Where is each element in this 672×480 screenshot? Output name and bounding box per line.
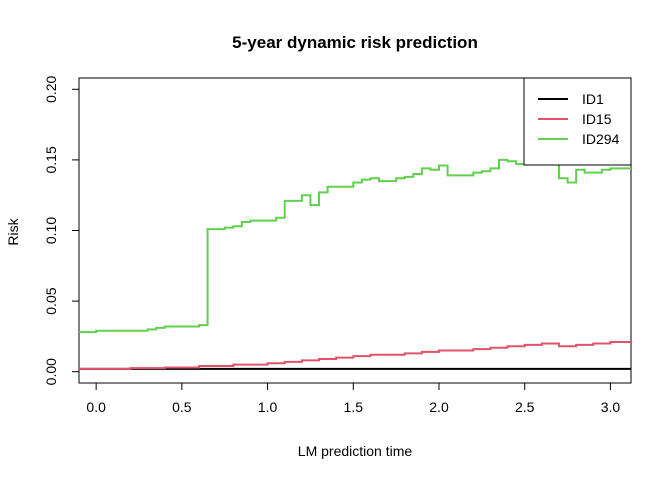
legend: ID1 ID15 ID294 [523,77,632,166]
x-tick-label: 1.0 [258,399,278,415]
legend-box [523,77,632,166]
x-tick-label: 0.0 [86,399,106,415]
y-tick-label: 0.10 [43,217,59,244]
x-tick-label: 2.0 [429,399,449,415]
legend-label: ID1 [582,91,604,107]
y-axis-label: Risk [5,217,21,245]
y-axis: 0.00 0.05 0.10 0.15 0.20 [43,75,79,385]
x-axis-label: LM prediction time [298,443,413,459]
x-tick-label: 1.5 [344,399,364,415]
y-tick-label: 0.20 [43,75,59,102]
series-line-id294 [79,158,631,334]
legend-label: ID15 [582,111,612,127]
x-tick-label: 2.5 [515,399,535,415]
series-layer [79,158,631,370]
x-axis: 0.0 0.5 1.0 1.5 2.0 2.5 3.0 [86,383,620,415]
chart-title: 5-year dynamic risk prediction [232,33,478,52]
x-tick-label: 3.0 [601,399,621,415]
y-tick-label: 0.05 [43,287,59,314]
series-line-id15 [79,341,631,370]
y-tick-label: 0.00 [43,358,59,385]
legend-label: ID294 [582,131,620,147]
x-tick-label: 0.5 [172,399,192,415]
y-tick-label: 0.15 [43,146,59,173]
